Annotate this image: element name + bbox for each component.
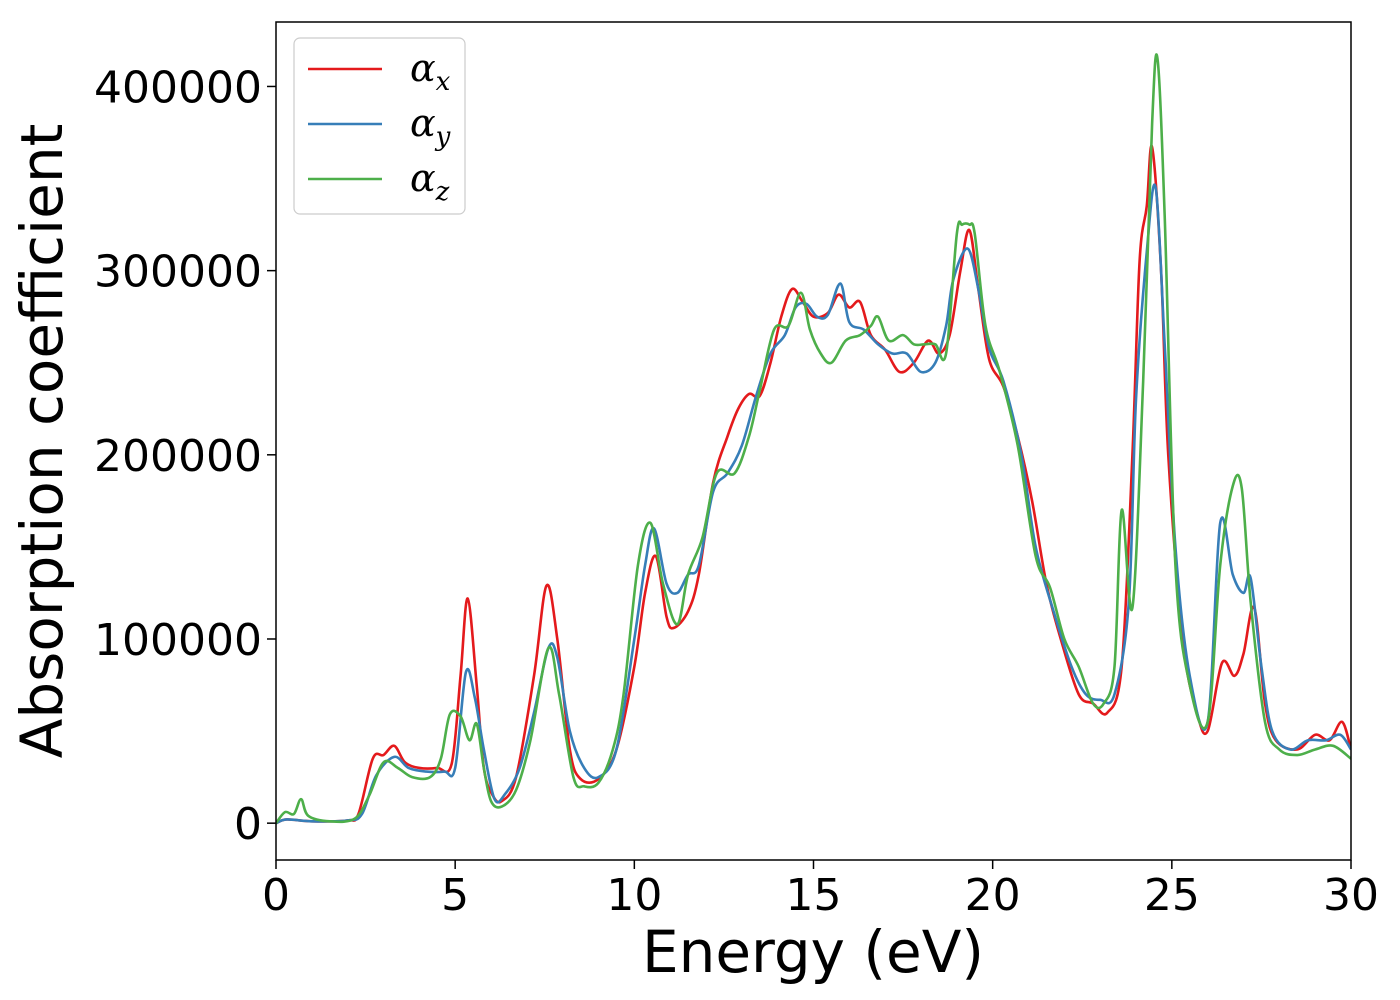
- legend-symbol: α: [410, 46, 436, 90]
- legend-subscript: y: [435, 122, 451, 152]
- x-tick-label: 25: [1144, 870, 1200, 921]
- y-axis-label: Absorption coefficient: [8, 124, 76, 759]
- legend-entry-y: αy: [410, 101, 451, 152]
- series-line-z: [276, 53, 1351, 824]
- legend-symbol: α: [410, 156, 436, 200]
- y-tick-label: 0: [234, 799, 262, 850]
- series-line-x: [276, 144, 1351, 825]
- x-tick-label: 30: [1323, 870, 1379, 921]
- x-axis: 0 5 10 15 20 25 30: [262, 860, 1379, 921]
- legend-entry-x: αx: [410, 46, 451, 97]
- y-tick-label: 300000: [94, 247, 262, 298]
- x-tick-label: 15: [786, 870, 842, 921]
- y-axis: 0 100000 200000 300000 400000: [94, 62, 276, 850]
- series-layer: [276, 53, 1351, 825]
- series-line-y: [276, 183, 1351, 825]
- legend-subscript: x: [436, 67, 451, 97]
- x-axis-label: Energy (eV): [642, 918, 984, 986]
- y-tick-label: 100000: [94, 615, 262, 666]
- legend-box: [293, 37, 466, 215]
- x-tick-label: 5: [441, 870, 469, 921]
- legend-subscript: z: [435, 177, 450, 207]
- x-tick-label: 10: [606, 870, 662, 921]
- legend-entry-z: αz: [410, 156, 450, 207]
- y-tick-label: 400000: [94, 62, 262, 113]
- y-tick-label: 200000: [94, 431, 262, 482]
- x-tick-label: 0: [262, 870, 290, 921]
- legend-symbol: α: [410, 101, 436, 145]
- x-tick-label: 20: [965, 870, 1021, 921]
